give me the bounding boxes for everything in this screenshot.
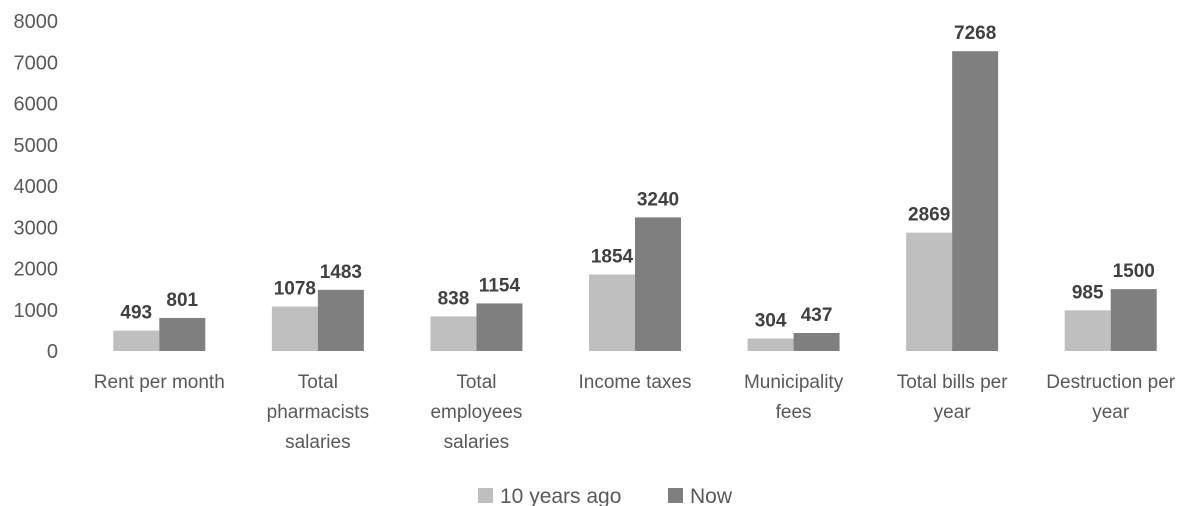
bar-ten-years-ago (589, 274, 635, 351)
category-label-line: Destruction per (1046, 372, 1176, 393)
category-label-line: salaries (444, 432, 509, 453)
bar-ten-years-ago (430, 316, 477, 351)
category-label-line: salaries (285, 432, 350, 453)
category-label-line: Total (298, 372, 338, 393)
data-label: 801 (166, 290, 198, 311)
data-label: 1078 (274, 279, 316, 300)
bar-now (317, 289, 364, 351)
category-label: Total pharmacists salaries (267, 372, 369, 453)
bar-ten-years-ago (1064, 310, 1111, 351)
data-label: 1154 (479, 275, 521, 296)
category-label-line: year (934, 402, 972, 423)
bar-ten-years-ago (113, 330, 160, 351)
category-label: Destruction per year (1046, 372, 1176, 423)
bar-now (476, 303, 523, 351)
bar-now (635, 217, 681, 351)
category-label-line: Total bills per (897, 372, 1009, 393)
data-label: 985 (1072, 282, 1104, 303)
y-tick-label: 6000 (14, 94, 59, 116)
bar-now (952, 51, 999, 351)
category-label-line: fees (776, 402, 812, 423)
category-label-line: year (1092, 402, 1130, 423)
category-label: Municipality fees (744, 372, 844, 423)
data-label: 1500 (1113, 261, 1155, 282)
category-label-line: Municipality (744, 372, 844, 393)
y-tick-label: 4000 (14, 176, 59, 198)
category-label: Total employees salaries (430, 372, 522, 453)
bar-now (159, 317, 206, 351)
data-label: 7268 (954, 23, 996, 44)
x-axis: Rent per month Total pharmacists salariesTo… (94, 372, 1176, 453)
category-label-line: Total (456, 372, 496, 393)
y-tick-label: 8000 (14, 11, 59, 33)
bar-ten-years-ago (271, 306, 318, 351)
data-label: 2869 (908, 205, 950, 226)
category-label-line: Rent per month (94, 372, 225, 393)
y-tick-label: 7000 (14, 52, 59, 74)
category-label: Rent per month (94, 372, 225, 393)
bar-ten-years-ago (906, 232, 953, 351)
data-label: 437 (801, 305, 833, 326)
data-labels: 493 1078 838 1854 304 2869 985 801 1483 1154 3240 4… (120, 23, 1154, 331)
data-label: 838 (438, 288, 470, 309)
data-label: 304 (755, 310, 787, 331)
y-tick-label: 3000 (14, 217, 59, 239)
category-label: Income taxes (579, 372, 692, 393)
data-label: 493 (120, 303, 152, 324)
legend-swatch (668, 488, 683, 503)
bar-ten-years-ago (747, 338, 794, 351)
data-label: 1483 (320, 262, 362, 283)
bars (113, 51, 1157, 351)
y-tick-label: 2000 (14, 259, 59, 281)
y-tick-label: 1000 (14, 300, 59, 322)
y-tick-label: 0 (47, 341, 58, 363)
bar-now (1110, 289, 1157, 351)
category-label-line: pharmacists (267, 402, 369, 423)
legend-swatch (478, 488, 493, 503)
data-label: 1854 (591, 247, 634, 268)
y-tick-label: 5000 (14, 135, 59, 157)
legend-label: Now (690, 485, 733, 506)
legend-label: 10 years ago (500, 485, 621, 506)
category-label: Total bills per year (897, 372, 1009, 423)
category-label-line: Income taxes (579, 372, 692, 393)
bar-now (793, 332, 840, 351)
category-label-line: employees (430, 402, 522, 423)
legend: 10 years ago Now (478, 485, 733, 506)
y-axis: 0 1000 2000 3000 4000 5000 6000 7000 8000 (14, 11, 59, 363)
data-label: 3240 (637, 189, 679, 210)
